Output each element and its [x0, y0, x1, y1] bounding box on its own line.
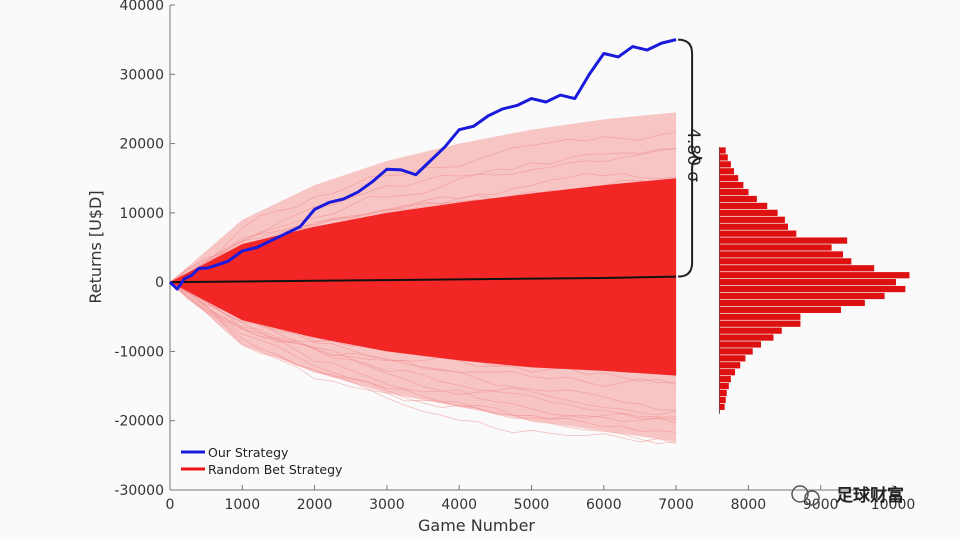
histogram-bar	[719, 285, 906, 293]
histogram-bar	[719, 334, 774, 341]
legend-label-random-bet: Random Bet Strategy	[208, 462, 343, 477]
histogram-bar	[719, 237, 848, 244]
random-paths-core-band	[170, 178, 677, 376]
x-tick-label: 1000	[224, 497, 260, 513]
random-path-strand	[169, 281, 677, 424]
histogram-bar	[719, 313, 801, 320]
histogram-bar	[719, 348, 753, 355]
random-bet-paths	[169, 112, 677, 445]
x-tick-label: 8000	[731, 497, 767, 513]
x-tick-label: 5000	[514, 497, 550, 513]
random-path-strand	[169, 281, 677, 411]
watermark-text: 足球财富	[836, 485, 904, 506]
wechat-icon	[791, 485, 809, 503]
histogram-bar	[719, 376, 731, 383]
histogram-bar	[719, 279, 896, 286]
x-tick-label: 7000	[658, 497, 694, 513]
random-path-strand	[169, 281, 677, 445]
mean-line-path	[169, 275, 677, 284]
histogram-bar	[719, 161, 731, 168]
y-tick-label: 20000	[119, 137, 164, 153]
histogram-bar	[719, 362, 741, 369]
return-histogram	[718, 147, 910, 414]
random-mean-line	[169, 275, 677, 284]
our-strategy-line	[168, 38, 677, 291]
y-axis-label: Returns [U$D]	[86, 190, 105, 303]
wechat-icon-bubble	[804, 490, 820, 506]
y-tick-label: 0	[155, 275, 164, 291]
random-path-strand	[169, 281, 677, 445]
sigma-annotation: 4.80 σ	[678, 38, 703, 278]
histogram-bar	[719, 154, 728, 161]
histogram-bar	[719, 389, 727, 397]
histogram-bar	[719, 327, 782, 334]
histogram-bar	[719, 251, 844, 258]
histogram-bar	[719, 299, 865, 307]
histogram-bar	[719, 216, 785, 223]
y-tick-label: 40000	[119, 0, 164, 14]
histogram-bar	[719, 188, 749, 196]
x-tick-label: 2000	[297, 497, 333, 513]
histogram-bar	[719, 175, 739, 182]
histogram-bar	[719, 341, 762, 348]
histogram-bar	[719, 265, 875, 272]
legend-label-our-strategy: Our Strategy	[208, 445, 289, 460]
histogram-bar	[719, 272, 910, 279]
random-path-strand	[169, 281, 677, 420]
histogram-bar	[719, 230, 797, 237]
histogram-bar	[719, 382, 729, 390]
y-tick-label: 10000	[119, 206, 164, 222]
axes: 400003000020000100000-10000-20000-300000…	[86, 0, 915, 535]
histogram-bar	[719, 320, 801, 327]
histogram-bar	[719, 195, 757, 203]
histogram-bar	[719, 306, 841, 313]
x-axis-label: Game Number	[418, 516, 535, 535]
our-strategy-path	[168, 38, 677, 291]
watermark: 足球财富	[791, 485, 904, 506]
x-tick-label: 6000	[586, 497, 622, 513]
brace	[678, 38, 703, 278]
x-tick-label: 4000	[441, 497, 477, 513]
histogram-bar	[719, 223, 789, 230]
random-path-strand	[169, 281, 677, 433]
histogram-bar	[719, 168, 735, 175]
histogram-bar	[719, 202, 768, 210]
histogram-bar	[719, 182, 744, 189]
histogram-bar	[719, 258, 852, 265]
histogram-bar	[719, 396, 726, 404]
histogram-bar	[719, 244, 832, 251]
y-tick-label: -10000	[114, 344, 164, 360]
histogram-bar	[719, 403, 725, 410]
legend: Our Strategy Random Bet Strategy	[181, 445, 343, 477]
y-tick-label: -20000	[114, 414, 164, 430]
histogram-bar	[719, 147, 726, 154]
x-tick-label: 3000	[369, 497, 405, 513]
y-tick-label: 30000	[119, 67, 164, 83]
x-tick-label: 0	[166, 497, 175, 513]
random-path-strand	[169, 148, 677, 283]
y-tick-label: -30000	[114, 483, 164, 499]
histogram-bar	[719, 369, 736, 376]
x-tick-label: 9000	[803, 497, 839, 513]
sigma-label: 4.80 σ	[683, 128, 703, 182]
histogram-bar	[719, 355, 746, 362]
x-tick-label: 10000	[871, 497, 916, 513]
histogram-bar	[719, 292, 885, 300]
histogram-bar	[719, 209, 778, 216]
